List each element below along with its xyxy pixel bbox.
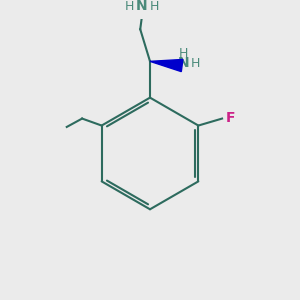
Text: H: H — [179, 47, 188, 60]
Polygon shape — [150, 59, 183, 72]
Text: H: H — [191, 57, 200, 70]
Text: H: H — [149, 0, 159, 13]
Text: N: N — [136, 0, 147, 13]
Text: F: F — [225, 111, 235, 125]
Text: H: H — [125, 0, 134, 13]
Text: N: N — [178, 56, 189, 70]
